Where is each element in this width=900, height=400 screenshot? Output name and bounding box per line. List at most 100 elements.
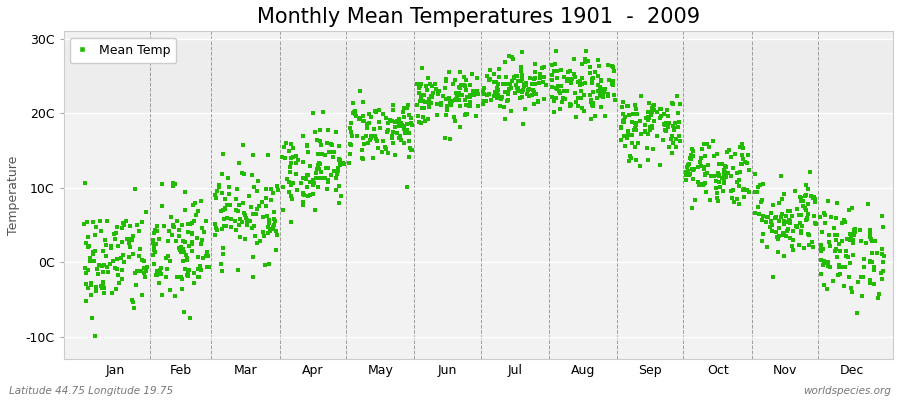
Point: [488, 89, 502, 95]
Point: [716, 178, 731, 184]
Point: [356, 118, 370, 125]
Point: [786, 236, 800, 243]
Point: [832, 240, 846, 247]
Point: [424, 100, 438, 106]
Point: [641, 117, 655, 124]
Point: [295, 199, 310, 206]
Point: [499, 74, 513, 80]
Point: [93, 262, 107, 268]
Point: [256, 229, 270, 236]
Point: [734, 140, 749, 147]
Point: [614, 124, 628, 130]
Point: [718, 174, 733, 180]
Point: [525, 92, 539, 98]
Point: [149, 240, 164, 247]
Point: [514, 64, 528, 70]
Point: [285, 180, 300, 186]
Point: [653, 106, 668, 112]
Point: [169, 238, 184, 244]
Point: [859, 240, 873, 246]
Point: [868, 264, 882, 271]
Point: [520, 91, 535, 98]
Point: [410, 101, 425, 108]
Point: [788, 223, 803, 229]
Point: [521, 93, 535, 100]
Point: [405, 122, 419, 128]
Point: [178, 207, 193, 214]
Point: [215, 268, 230, 274]
Point: [575, 75, 590, 82]
Point: [397, 140, 411, 147]
Point: [235, 219, 249, 225]
Point: [657, 110, 671, 117]
Point: [821, 198, 835, 204]
Point: [498, 58, 512, 65]
Point: [303, 178, 318, 185]
Point: [230, 186, 244, 192]
Point: [83, 258, 97, 264]
Point: [442, 95, 456, 101]
Point: [155, 202, 169, 209]
Point: [256, 232, 271, 239]
Point: [726, 165, 741, 172]
Point: [868, 238, 882, 244]
Point: [333, 162, 347, 168]
Point: [564, 76, 579, 82]
Point: [712, 161, 726, 167]
Point: [454, 69, 468, 75]
Point: [392, 116, 406, 122]
Point: [596, 92, 610, 98]
Point: [191, 274, 205, 280]
Point: [867, 267, 881, 274]
Point: [306, 110, 320, 117]
Point: [279, 140, 293, 146]
Point: [452, 84, 466, 90]
Point: [441, 69, 455, 75]
Point: [622, 112, 636, 119]
Point: [229, 196, 243, 202]
Point: [320, 177, 335, 183]
Point: [346, 110, 361, 117]
Point: [220, 215, 234, 221]
Point: [150, 272, 165, 278]
Point: [385, 101, 400, 108]
Point: [586, 100, 600, 106]
Point: [536, 64, 551, 70]
Point: [684, 156, 698, 163]
Point: [477, 85, 491, 92]
Point: [237, 171, 251, 177]
Point: [777, 230, 791, 237]
Point: [208, 192, 222, 198]
Point: [578, 80, 592, 87]
Point: [255, 199, 269, 206]
Point: [793, 194, 807, 200]
Point: [215, 171, 230, 177]
Point: [123, 236, 138, 242]
Point: [236, 200, 250, 206]
Point: [626, 110, 641, 117]
Point: [638, 129, 652, 135]
Point: [732, 183, 746, 190]
Point: [439, 78, 454, 84]
Point: [322, 149, 337, 155]
Point: [697, 182, 711, 188]
Point: [644, 112, 659, 118]
Point: [148, 242, 162, 248]
Point: [262, 219, 276, 226]
Point: [320, 165, 335, 171]
Point: [719, 174, 733, 180]
Point: [365, 154, 380, 161]
Point: [771, 249, 786, 255]
Point: [182, 266, 196, 273]
Point: [549, 67, 563, 74]
Point: [437, 85, 452, 91]
Point: [346, 132, 360, 139]
Point: [709, 189, 724, 196]
Point: [742, 166, 757, 173]
Point: [586, 103, 600, 109]
Point: [153, 266, 167, 273]
Point: [331, 168, 346, 174]
Point: [267, 216, 282, 222]
Point: [453, 124, 467, 130]
Point: [571, 95, 585, 101]
